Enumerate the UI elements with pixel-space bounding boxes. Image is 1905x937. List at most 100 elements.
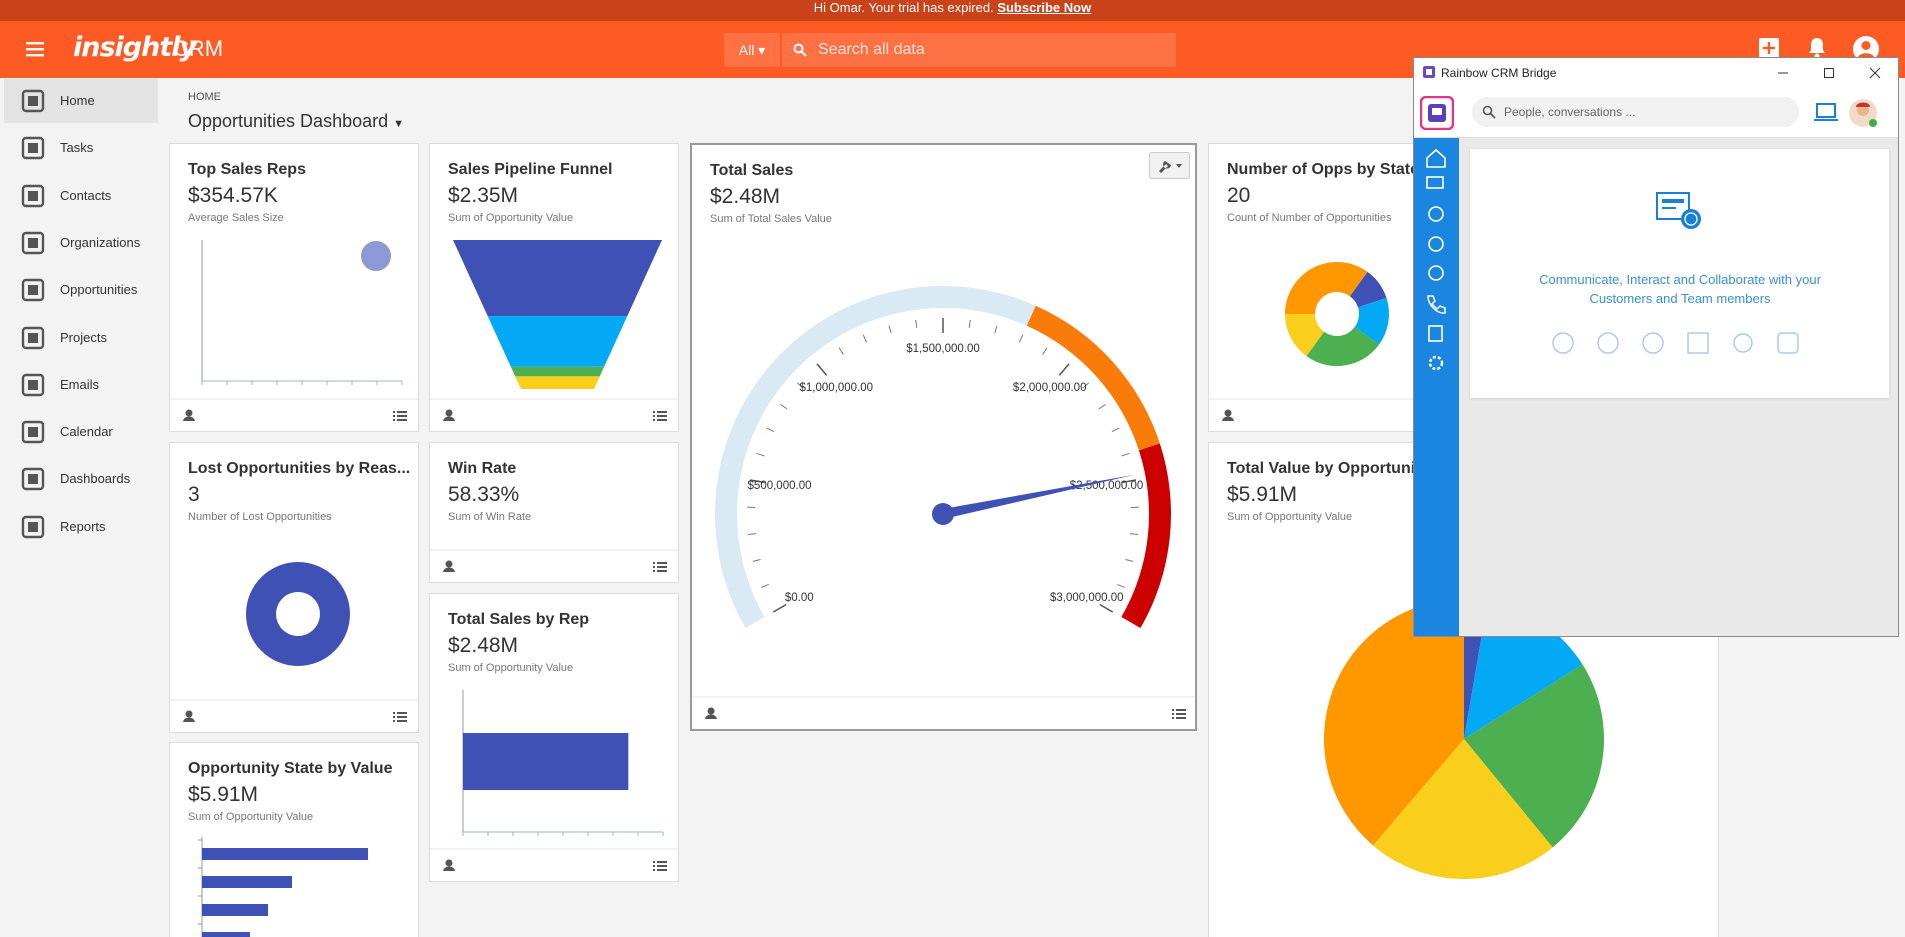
widget-title[interactable]: Win Rate [448,460,517,477]
icon-shape [28,379,38,390]
slice [1349,271,1387,308]
list-icon[interactable] [393,720,395,722]
logo[interactable]: insightly [73,32,197,63]
list-icon[interactable] [1172,717,1174,719]
list-icon[interactable] [653,411,655,413]
add-button[interactable] [1758,37,1780,59]
owner-icon[interactable] [445,409,453,417]
slice [246,562,350,666]
nav-item[interactable]: Organizations [4,221,158,265]
widget-subtitle: Average Sales Size [188,212,284,224]
nav-item[interactable]: Contacts [4,174,158,218]
widget-title[interactable]: Top Sales Reps [188,161,306,178]
minor-tick [1082,382,1089,389]
list-icon[interactable] [653,869,655,871]
widget-title[interactable]: Total Sales [710,162,794,179]
search-box[interactable]: Search all data [782,33,1176,67]
list-icon[interactable] [393,419,395,421]
nav-history[interactable] [1428,265,1444,281]
nav-contacts[interactable] [1428,236,1444,252]
widget-subtitle: Sum of Opportunity Value [448,212,574,224]
minor-tick [968,319,971,328]
list-icon[interactable] [653,865,655,867]
search-icon [793,43,807,57]
widget-title[interactable]: Total Sales by Rep [448,611,590,628]
nav-item[interactable]: Reports [4,505,158,549]
owner-icon [443,866,455,871]
list-icon[interactable] [653,570,655,572]
owner-icon[interactable] [1224,409,1232,417]
device-button[interactable] [1814,102,1838,124]
owner-icon[interactable] [707,707,715,715]
widget-chart [1209,262,1457,421]
list-icon[interactable] [393,415,395,417]
nav-item[interactable]: Dashboards [4,457,158,501]
nav-item[interactable]: Opportunities [4,268,158,312]
owner-icon[interactable] [445,859,453,867]
gauge-tick-label: $2,000,000.00 [1013,382,1087,394]
list-icon[interactable] [653,566,655,568]
icon-shape [28,143,38,154]
nav-label: Home [60,93,95,108]
subscribe-link[interactable]: Subscribe Now [997,0,1092,15]
nav-item[interactable]: Calendar [4,410,158,454]
slice [1464,664,1604,848]
owner-icon[interactable] [185,409,193,417]
widget-title[interactable]: Opportunity State by Value [188,760,393,777]
minor-tick [1019,334,1024,343]
nav-home[interactable] [1426,148,1446,168]
rainbow-search[interactable]: People, conversations ... [1472,97,1799,127]
list-icon[interactable] [393,716,395,718]
nav-item[interactable]: Projects [4,316,158,360]
nav-bubbles[interactable] [1428,206,1444,222]
nav-item[interactable]: Emails [4,363,158,407]
page-title[interactable]: Opportunities Dashboard ▼ [188,111,405,131]
list-icon [657,570,667,572]
nav-label: Contacts [60,187,112,203]
nav-label: Reports [60,518,106,534]
widget-title[interactable]: Sales Pipeline Funnel [448,161,613,178]
nav-label: Dashboards [60,471,131,487]
widget-title[interactable]: Number of Opps by State [1227,161,1420,178]
widget-subtitle: Sum of Total Sales Value [710,213,832,225]
list-icon [657,861,667,863]
nav-calls[interactable] [1427,295,1446,314]
search-scope[interactable]: All ▾ [724,33,780,67]
window-controls[interactable] [1774,66,1894,80]
widget-title[interactable]: Total Value by Opportunity [1227,460,1430,477]
profile-avatar[interactable] [1848,98,1878,128]
minor-tick [1111,427,1120,433]
nav-settings[interactable] [1428,355,1444,371]
nav-notes[interactable] [1428,325,1443,342]
nav-item[interactable]: Home [4,79,158,123]
nav-item[interactable]: Tasks [4,126,158,170]
list-icon[interactable] [1172,713,1174,715]
list-icon[interactable] [393,411,395,413]
slice [1306,326,1380,366]
list-icon[interactable] [653,419,655,421]
widget-subtitle: Sum of Opportunity Value [448,662,574,674]
bubble [361,241,391,272]
user-menu[interactable] [1852,35,1880,63]
nav-label: Organizations [60,234,141,250]
icon-shape [28,332,38,343]
widget-card: Opportunity State by Value $5.91M Sum of O… [169,742,419,937]
minor-tick [761,583,769,588]
list-icon[interactable] [393,712,395,714]
wrench-icon [1159,161,1171,173]
list-icon[interactable] [653,861,655,863]
widget-settings[interactable] [1149,152,1190,179]
owner-icon [443,567,455,572]
list-icon[interactable] [653,562,655,564]
widget-chart [198,837,368,937]
owner-icon[interactable] [445,560,453,568]
widget-title[interactable]: Lost Opportunities by Reas... [188,460,411,477]
nav-chat[interactable] [1426,176,1444,189]
menu-button[interactable] [25,39,47,59]
icon-shape [28,96,38,106]
list-icon[interactable] [1172,709,1174,711]
list-icon[interactable] [653,415,655,417]
owner-icon[interactable] [185,710,193,718]
list-icon [397,716,407,718]
icon-shape [21,373,45,396]
